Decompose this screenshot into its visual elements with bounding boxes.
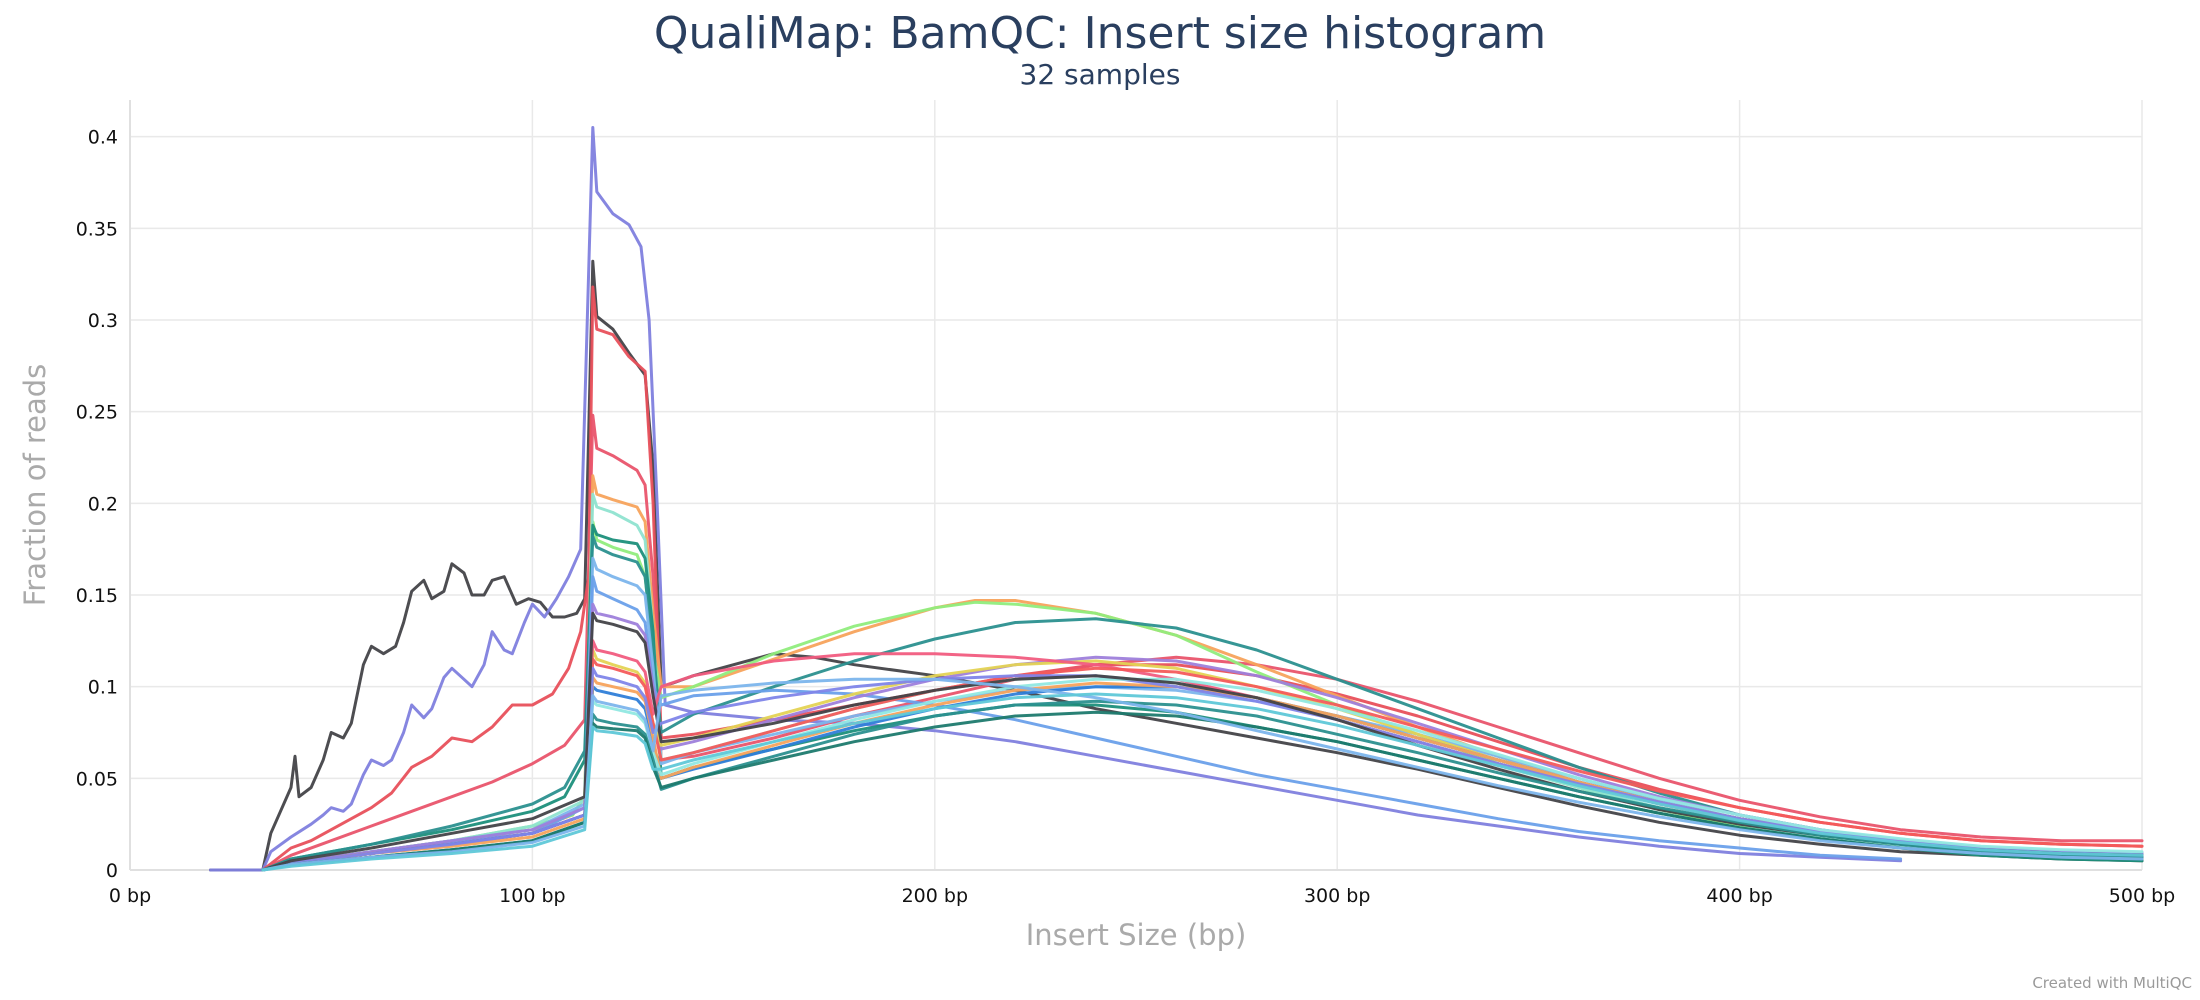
y-tick-label: 0.1 <box>88 677 118 699</box>
y-axis-title: Fraction of reads <box>18 364 52 607</box>
x-tick-label: 500 bp <box>2109 885 2175 907</box>
y-tick-label: 0.3 <box>88 310 118 332</box>
chart-subtitle: 32 samples <box>1019 58 1181 91</box>
y-tick-label: 0.2 <box>88 493 118 515</box>
x-axis-title: Insert Size (bp) <box>1026 918 1247 952</box>
grid-lines <box>130 100 2143 870</box>
multiqc-credit: Created with MultiQC <box>2032 974 2192 992</box>
x-tick-label: 100 bp <box>499 885 565 907</box>
y-tick-label: 0.05 <box>76 768 118 790</box>
x-tick-label: 400 bp <box>1706 885 1772 907</box>
series-line-22[interactable] <box>261 710 2144 872</box>
series-line-24[interactable] <box>261 692 2144 872</box>
y-tick-label: 0.35 <box>76 218 118 240</box>
series-line-2[interactable] <box>209 126 1903 872</box>
y-tick-label: 0.25 <box>76 402 118 424</box>
series-line-1[interactable] <box>209 259 2144 872</box>
series-line-6[interactable] <box>261 520 2144 872</box>
series-line-4[interactable] <box>261 413 2144 872</box>
series-lines <box>209 126 2144 872</box>
y-tick-label: 0.4 <box>88 127 118 149</box>
series-line-20[interactable] <box>261 611 2144 872</box>
y-tick-label: 0.15 <box>76 585 118 607</box>
series-line-3[interactable] <box>261 285 2144 872</box>
x-tick-label: 200 bp <box>902 885 968 907</box>
axes <box>129 100 2142 871</box>
tick-labels: 0 0.05 0.1 0.15 0.2 0.25 0.3 0.35 0.4 0 bp 100 bp 2… <box>76 127 2176 907</box>
y-tick-label: 0 <box>106 860 118 882</box>
x-tick-label: 300 bp <box>1304 885 1370 907</box>
x-tick-label: 0 bp <box>109 885 151 907</box>
chart-title: QualiMap: BamQC: Insert size histogram <box>653 8 1547 59</box>
